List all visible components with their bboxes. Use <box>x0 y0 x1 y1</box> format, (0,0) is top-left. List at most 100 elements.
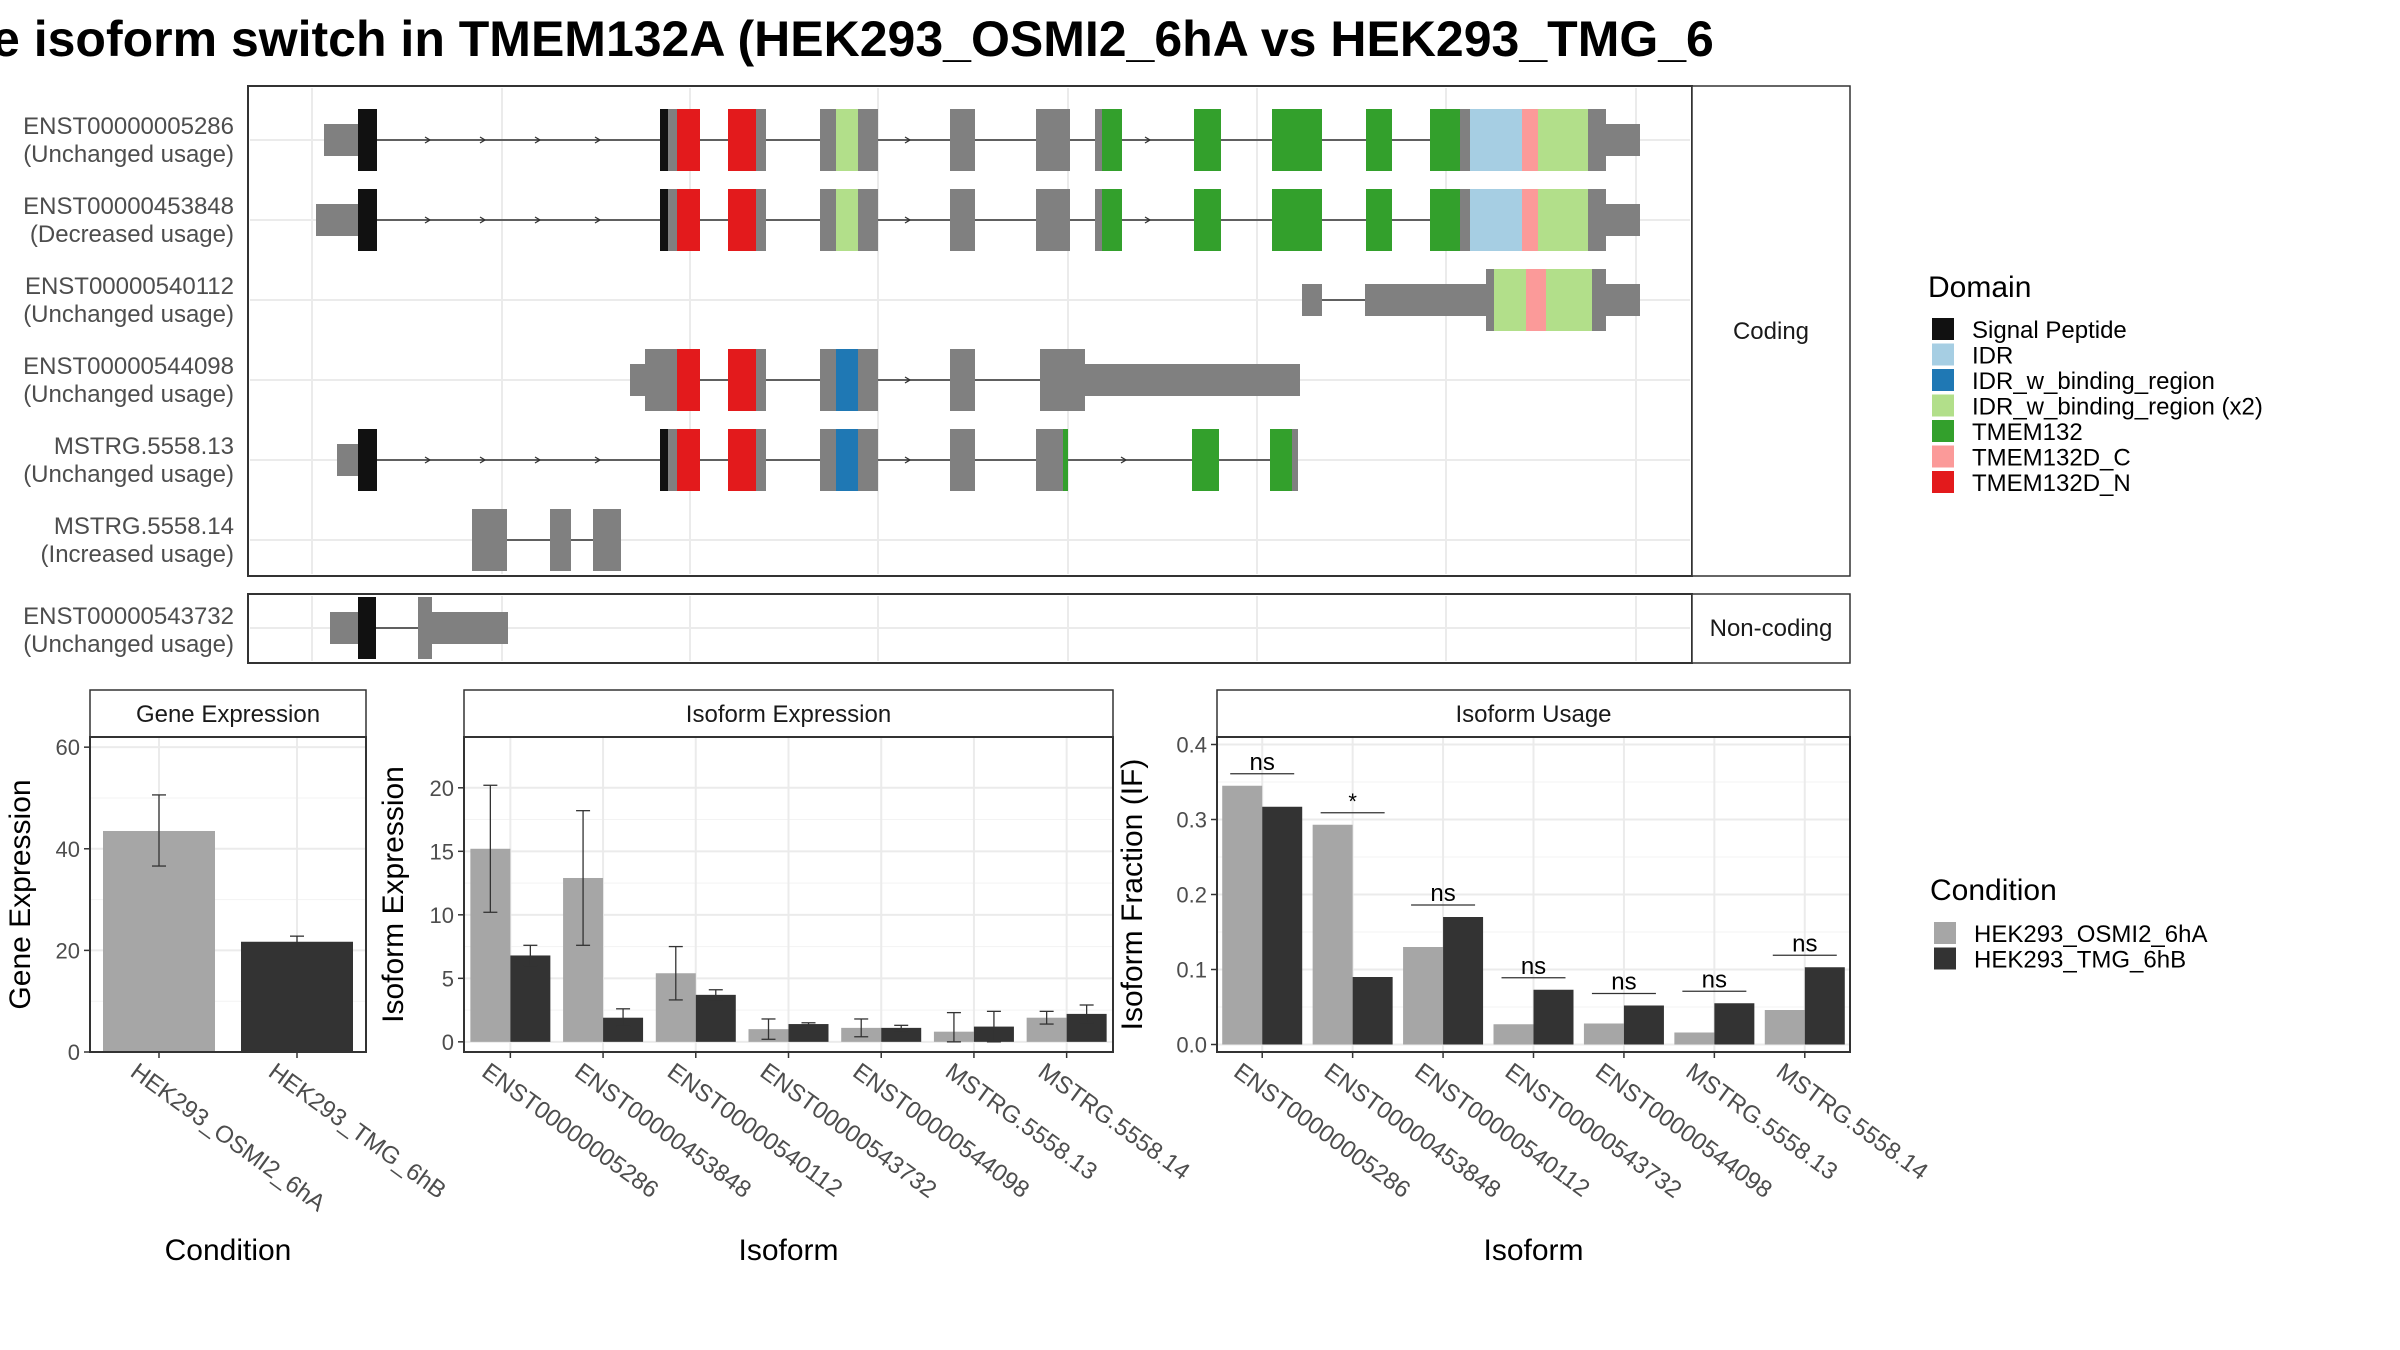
chart-title: Gene Expression <box>136 701 320 728</box>
y-tick-label: 15 <box>430 839 454 864</box>
isoform-label-id: MSTRG.5558.13 <box>54 433 234 460</box>
significance-label: ns <box>1430 880 1455 907</box>
x-axis-label: Condition <box>165 1234 292 1267</box>
isoform-track <box>330 597 508 659</box>
isoform-track <box>472 509 621 571</box>
significance-label: ns <box>1792 930 1817 957</box>
domain-segment <box>1538 189 1588 251</box>
coding-exon <box>950 109 975 171</box>
coding-exon <box>1292 429 1298 491</box>
strand-arrow <box>479 456 487 464</box>
strand-arrow <box>1144 216 1152 224</box>
domain-segment <box>677 109 700 171</box>
coding-exon <box>645 349 677 411</box>
domain-segment <box>677 189 700 251</box>
coding-exon <box>668 189 677 251</box>
domain-segment <box>660 109 668 171</box>
condition-legend-label: HEK293_OSMI2_6hA <box>1974 921 2207 948</box>
significance-label: * <box>1348 789 1357 814</box>
domain-legend-title: Domain <box>1928 271 2031 304</box>
x-axis-label: Isoform <box>738 1234 838 1267</box>
bar <box>1312 824 1353 1045</box>
coding-exon <box>858 429 878 491</box>
condition-legend-title: Condition <box>1930 874 2057 907</box>
isoform-track <box>324 109 1640 171</box>
domain-segment <box>1192 429 1219 491</box>
domain-legend-label: TMEM132D_N <box>1972 470 2131 497</box>
isoform-label-usage: (Increased usage) <box>41 541 234 568</box>
chart-title: Isoform Usage <box>1455 701 1611 728</box>
domain-segment <box>1430 109 1460 171</box>
isoform-label-usage: (Decreased usage) <box>30 221 234 248</box>
domain-legend-label: IDR_w_binding_region (x2) <box>1972 394 2263 421</box>
domain-segment <box>1102 109 1122 171</box>
coding-exon <box>1036 189 1070 251</box>
y-tick-label: 0.2 <box>1176 883 1207 908</box>
isoform-label-id: MSTRG.5558.14 <box>54 513 234 540</box>
y-tick-label: 40 <box>56 837 80 862</box>
isoform-label-id: ENST00000453848 <box>23 193 234 220</box>
domain-segment <box>677 349 700 411</box>
coding-exon <box>1036 109 1070 171</box>
domain-legend-label: Signal Peptide <box>1972 317 2127 344</box>
isoform-track <box>337 429 1298 491</box>
domain-segment <box>728 189 756 251</box>
coding-exon <box>858 109 878 171</box>
domain-legend-swatch <box>1932 394 1954 417</box>
domain-segment <box>1526 269 1546 331</box>
domain-segment <box>1194 109 1221 171</box>
isoform-label-usage: (Unchanged usage) <box>23 381 234 408</box>
domain-legend-label: TMEM132D_C <box>1972 445 2131 472</box>
coding-exon <box>1460 189 1470 251</box>
coding-exon <box>668 429 677 491</box>
coding-exon <box>1036 429 1063 491</box>
domain-segment <box>1538 109 1588 171</box>
domain-legend-label: IDR <box>1972 343 2013 370</box>
utr-exon <box>1606 204 1640 236</box>
y-tick-label: 60 <box>56 735 80 760</box>
domain-segment <box>1430 189 1460 251</box>
domain-segment <box>1272 109 1322 171</box>
y-tick-label: 20 <box>56 938 80 963</box>
strand-arrow <box>904 216 912 224</box>
bar <box>1583 1023 1624 1045</box>
isoform-expression-chart: Isoform Expression05101520ENST0000000528… <box>377 689 1195 1267</box>
coding-exon <box>756 429 766 491</box>
domain-legend-swatch <box>1932 471 1954 493</box>
bar <box>103 830 215 1052</box>
domain-legend-swatch <box>1932 445 1954 468</box>
domain-legend-swatch <box>1932 369 1954 391</box>
isoform-track <box>316 189 1640 251</box>
y-tick-label: 0.4 <box>1176 733 1207 758</box>
domain-segment <box>836 429 858 491</box>
chart-title: Isoform Expression <box>686 701 891 728</box>
coding-exon <box>950 429 975 491</box>
significance-label: ns <box>1521 953 1546 980</box>
coding-exon <box>820 429 836 491</box>
bar <box>1262 806 1303 1045</box>
utr-exon <box>1085 364 1300 396</box>
domain-segment <box>358 429 377 491</box>
bar <box>788 1024 829 1042</box>
x-tick-label: MSTRG.5558.13 <box>1681 1058 1843 1186</box>
utr-exon <box>316 204 358 236</box>
bar <box>1222 785 1263 1045</box>
coding-exon <box>756 109 766 171</box>
domain-segment <box>1063 429 1068 491</box>
domain-legend-swatch <box>1932 420 1954 442</box>
isoform-track <box>1302 269 1640 331</box>
domain-segment <box>836 109 858 171</box>
coding-exon <box>756 189 766 251</box>
x-tick-label: MSTRG.5558.13 <box>940 1058 1102 1186</box>
strand-arrow <box>1120 456 1128 464</box>
domain-segment <box>358 109 377 171</box>
domain-segment <box>1546 269 1592 331</box>
coding-strip-label: Coding <box>1733 318 1809 345</box>
coding-exon <box>858 189 878 251</box>
coding-exon <box>950 349 975 411</box>
coding-exon <box>1592 269 1606 331</box>
noncoding-strip-label: Non-coding <box>1710 615 1833 642</box>
domain-segment <box>660 429 668 491</box>
strand-arrow <box>1144 136 1152 144</box>
